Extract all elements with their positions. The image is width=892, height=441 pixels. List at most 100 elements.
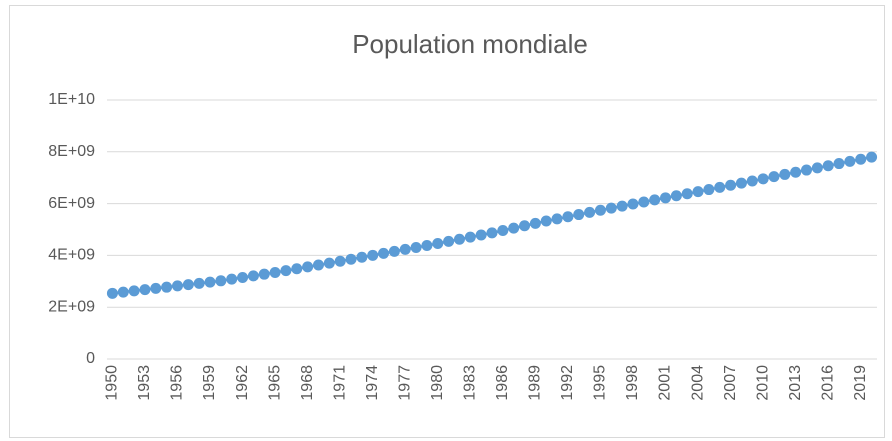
x-tick-label: 1971 — [331, 365, 348, 401]
x-tick-label: 2001 — [657, 365, 674, 401]
marker — [193, 277, 205, 289]
x-tick-label: 1980 — [429, 365, 446, 401]
marker — [649, 194, 661, 206]
marker — [171, 280, 183, 292]
marker — [529, 217, 541, 229]
x-tick-label: 1953 — [136, 365, 153, 401]
marker — [464, 231, 476, 243]
chart-title: Population mondiale — [352, 29, 588, 59]
marker — [399, 243, 411, 255]
marker — [443, 235, 455, 247]
marker — [432, 238, 444, 250]
marker — [616, 200, 628, 212]
marker — [573, 209, 585, 221]
x-tick-label: 1986 — [494, 365, 511, 401]
x-tick-label: 1962 — [234, 365, 251, 401]
marker — [139, 284, 151, 296]
x-tick-label: 1950 — [104, 365, 121, 401]
marker — [703, 184, 715, 196]
x-tick-label: 1977 — [396, 365, 413, 401]
marker — [291, 263, 303, 275]
marker — [594, 204, 606, 216]
x-tick-label: 1995 — [592, 365, 609, 401]
x-tick-label: 1989 — [527, 365, 544, 401]
marker — [714, 181, 726, 193]
x-tick-label: 2016 — [819, 365, 836, 401]
marker — [725, 179, 737, 191]
marker — [182, 279, 194, 291]
marker — [757, 173, 769, 185]
marker — [844, 155, 856, 167]
marker — [323, 257, 335, 269]
x-tick-label: 1968 — [299, 365, 316, 401]
marker — [627, 198, 639, 210]
marker — [269, 267, 281, 279]
x-tick-label: 1983 — [462, 365, 479, 401]
marker — [811, 162, 823, 174]
x-tick-label: 1998 — [624, 365, 641, 401]
marker — [312, 259, 324, 271]
x-tick-label: 1959 — [201, 365, 218, 401]
marker — [204, 276, 216, 288]
marker — [638, 196, 650, 208]
marker — [497, 224, 509, 236]
marker — [692, 186, 704, 198]
marker — [453, 233, 465, 245]
marker — [161, 281, 173, 293]
marker — [681, 188, 693, 200]
x-tick-label: 1965 — [266, 365, 283, 401]
marker — [150, 282, 162, 294]
marker — [475, 229, 487, 241]
y-tick-label: 0 — [86, 350, 95, 367]
marker — [410, 241, 422, 253]
marker — [562, 211, 574, 223]
x-tick-label: 1956 — [169, 365, 186, 401]
marker — [551, 213, 563, 225]
x-tick-label: 2007 — [722, 365, 739, 401]
y-tick-label: 6E+09 — [48, 195, 95, 212]
marker — [584, 206, 596, 218]
marker — [280, 265, 292, 277]
marker — [746, 175, 758, 187]
marker — [670, 190, 682, 202]
marker — [334, 255, 346, 267]
marker — [779, 168, 791, 180]
marker — [801, 164, 813, 176]
marker — [258, 268, 270, 280]
marker — [486, 227, 498, 239]
marker — [247, 270, 259, 282]
marker — [508, 222, 520, 234]
marker — [237, 271, 249, 283]
chart-frame — [9, 5, 885, 438]
marker — [226, 273, 238, 285]
marker — [866, 151, 878, 163]
marker — [605, 202, 617, 214]
marker — [833, 158, 845, 170]
marker — [768, 171, 780, 183]
y-tick-label: 1E+10 — [48, 91, 95, 108]
marker — [660, 192, 672, 204]
marker — [540, 215, 552, 227]
marker — [790, 166, 802, 178]
marker — [117, 286, 129, 298]
y-tick-label: 2E+09 — [48, 298, 95, 315]
marker — [822, 160, 834, 172]
marker — [356, 251, 368, 263]
x-tick-label: 2004 — [689, 365, 706, 401]
marker — [128, 285, 140, 297]
marker — [345, 253, 357, 265]
x-tick-label: 1992 — [559, 365, 576, 401]
marker — [421, 240, 433, 252]
marker — [302, 261, 314, 273]
marker — [106, 287, 118, 299]
marker — [388, 245, 400, 257]
marker — [215, 275, 227, 287]
x-tick-label: 1974 — [364, 365, 381, 401]
marker — [855, 153, 867, 165]
x-tick-label: 2013 — [787, 365, 804, 401]
marker — [367, 249, 379, 261]
y-tick-label: 4E+09 — [48, 247, 95, 264]
y-tick-label: 8E+09 — [48, 143, 95, 160]
x-tick-label: 2019 — [852, 365, 869, 401]
